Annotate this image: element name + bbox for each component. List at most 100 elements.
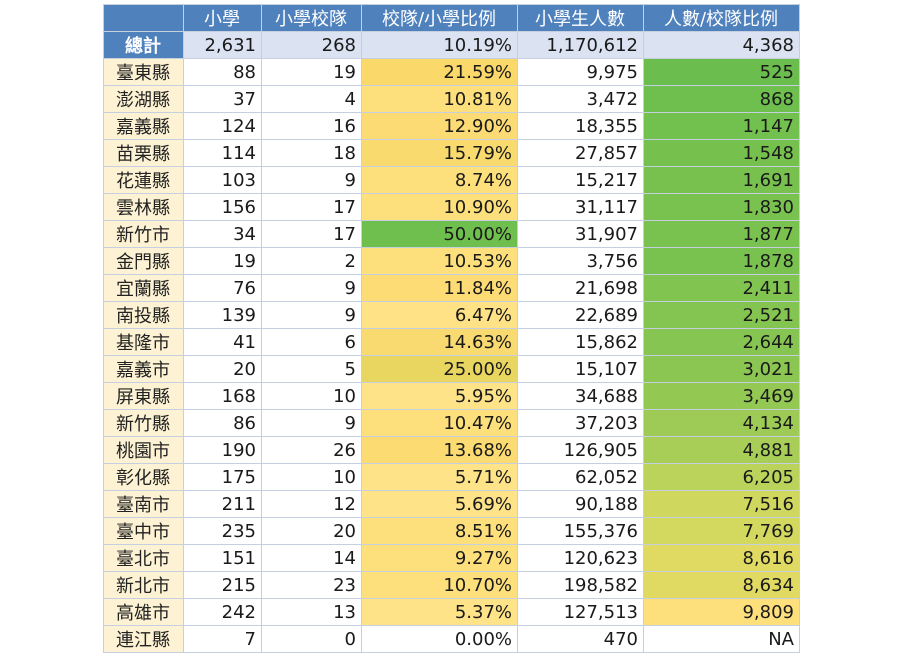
county-name[interactable]: 苗栗縣 [103,139,184,167]
school-count[interactable]: 41 [183,328,262,356]
team-count[interactable]: 14 [261,544,362,572]
team-count[interactable]: 6 [261,328,362,356]
team-ratio[interactable]: 10.47% [361,409,518,437]
student-count[interactable]: 62,052 [517,463,644,491]
county-name[interactable]: 連江縣 [103,625,184,653]
students-per-team[interactable]: 3,469 [643,382,800,410]
total-label[interactable]: 總計 [103,31,184,59]
county-name[interactable]: 高雄市 [103,598,184,626]
team-ratio[interactable]: 10.53% [361,247,518,275]
team-ratio[interactable]: 0.00% [361,625,518,653]
student-count[interactable]: 3,472 [517,85,644,113]
school-count[interactable]: 103 [183,166,262,194]
team-count[interactable]: 16 [261,112,362,140]
student-count[interactable]: 37,203 [517,409,644,437]
county-name[interactable]: 澎湖縣 [103,85,184,113]
student-count[interactable]: 15,217 [517,166,644,194]
student-count[interactable]: 31,907 [517,220,644,248]
students-per-team[interactable]: 1,877 [643,220,800,248]
students-per-team[interactable]: 4,134 [643,409,800,437]
students-per-team[interactable]: 8,634 [643,571,800,599]
school-count[interactable]: 139 [183,301,262,329]
team-ratio[interactable]: 6.47% [361,301,518,329]
team-ratio[interactable]: 25.00% [361,355,518,383]
team-ratio[interactable]: 11.84% [361,274,518,302]
team-count[interactable]: 26 [261,436,362,464]
team-count[interactable]: 10 [261,463,362,491]
county-name[interactable]: 宜蘭縣 [103,274,184,302]
county-name[interactable]: 桃園市 [103,436,184,464]
school-count[interactable]: 86 [183,409,262,437]
students-per-team[interactable]: 7,769 [643,517,800,545]
county-name[interactable]: 雲林縣 [103,193,184,221]
student-count[interactable]: 31,117 [517,193,644,221]
county-name[interactable]: 臺北市 [103,544,184,572]
team-count[interactable]: 4 [261,85,362,113]
student-count[interactable]: 126,905 [517,436,644,464]
county-name[interactable]: 臺東縣 [103,58,184,86]
students-per-team[interactable]: 2,644 [643,328,800,356]
county-name[interactable]: 臺南市 [103,490,184,518]
team-ratio[interactable]: 13.68% [361,436,518,464]
school-count[interactable]: 124 [183,112,262,140]
school-count[interactable]: 76 [183,274,262,302]
team-count[interactable]: 9 [261,274,362,302]
team-count[interactable]: 18 [261,139,362,167]
total-students[interactable]: 1,170,612 [517,31,644,59]
header-schools[interactable]: 小學 [183,4,262,32]
county-name[interactable]: 新竹市 [103,220,184,248]
students-per-team[interactable]: 4,881 [643,436,800,464]
student-count[interactable]: 155,376 [517,517,644,545]
team-count[interactable]: 17 [261,193,362,221]
team-count[interactable]: 19 [261,58,362,86]
team-ratio[interactable]: 5.37% [361,598,518,626]
student-count[interactable]: 470 [517,625,644,653]
team-ratio[interactable]: 5.95% [361,382,518,410]
students-per-team[interactable]: 2,411 [643,274,800,302]
county-name[interactable]: 嘉義縣 [103,112,184,140]
county-name[interactable]: 彰化縣 [103,463,184,491]
team-count[interactable]: 9 [261,301,362,329]
school-count[interactable]: 242 [183,598,262,626]
students-per-team[interactable]: 1,691 [643,166,800,194]
student-count[interactable]: 18,355 [517,112,644,140]
school-count[interactable]: 175 [183,463,262,491]
team-count[interactable]: 20 [261,517,362,545]
team-ratio[interactable]: 21.59% [361,58,518,86]
county-name[interactable]: 金門縣 [103,247,184,275]
school-count[interactable]: 235 [183,517,262,545]
school-count[interactable]: 151 [183,544,262,572]
county-name[interactable]: 嘉義市 [103,355,184,383]
county-name[interactable]: 新北市 [103,571,184,599]
team-ratio[interactable]: 12.90% [361,112,518,140]
students-per-team[interactable]: 1,548 [643,139,800,167]
team-ratio[interactable]: 10.90% [361,193,518,221]
team-ratio[interactable]: 8.74% [361,166,518,194]
student-count[interactable]: 127,513 [517,598,644,626]
students-per-team[interactable]: 9,809 [643,598,800,626]
student-count[interactable]: 198,582 [517,571,644,599]
student-count[interactable]: 21,698 [517,274,644,302]
county-name[interactable]: 屏東縣 [103,382,184,410]
team-ratio[interactable]: 5.69% [361,490,518,518]
total-students-per-team[interactable]: 4,368 [643,31,800,59]
school-count[interactable]: 20 [183,355,262,383]
school-count[interactable]: 7 [183,625,262,653]
team-ratio[interactable]: 10.70% [361,571,518,599]
students-per-team[interactable]: NA [643,625,800,653]
student-count[interactable]: 9,975 [517,58,644,86]
school-count[interactable]: 190 [183,436,262,464]
header-students[interactable]: 小學生人數 [517,4,644,32]
team-ratio[interactable]: 14.63% [361,328,518,356]
student-count[interactable]: 90,188 [517,490,644,518]
team-count[interactable]: 23 [261,571,362,599]
students-per-team[interactable]: 525 [643,58,800,86]
students-per-team[interactable]: 2,521 [643,301,800,329]
team-count[interactable]: 10 [261,382,362,410]
county-name[interactable]: 南投縣 [103,301,184,329]
team-ratio[interactable]: 5.71% [361,463,518,491]
header-teams[interactable]: 小學校隊 [261,4,362,32]
team-count[interactable]: 17 [261,220,362,248]
student-count[interactable]: 27,857 [517,139,644,167]
total-teams[interactable]: 268 [261,31,362,59]
